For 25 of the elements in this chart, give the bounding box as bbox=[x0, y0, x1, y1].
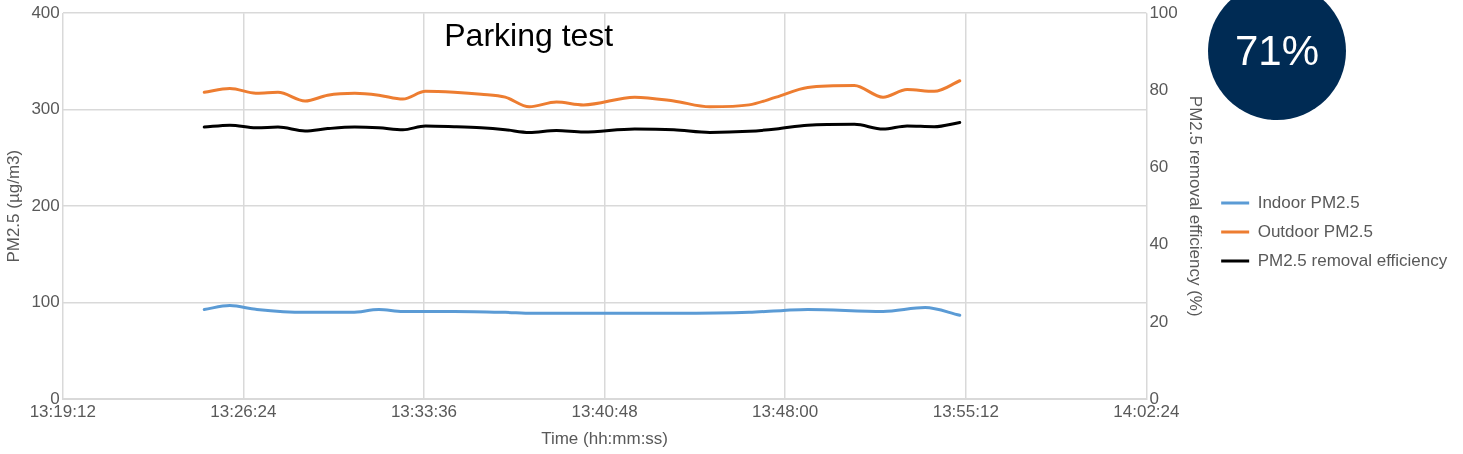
y-tick-label: 400 bbox=[31, 2, 60, 22]
y-axis-title: PM2.5 (µg/m3) bbox=[3, 149, 23, 263]
y2-tick-label: 60 bbox=[1149, 157, 1169, 177]
y2-tick-label: 80 bbox=[1149, 80, 1169, 100]
y-tick-label: 300 bbox=[31, 99, 60, 119]
x-tick-label: 13:26:24 bbox=[210, 402, 277, 422]
legend-label: Indoor PM2.5 bbox=[1257, 192, 1360, 212]
x-tick-label: 13:40:48 bbox=[571, 402, 638, 422]
circle-badge: 71% bbox=[1208, 0, 1346, 120]
legend-label: Outdoor PM2.5 bbox=[1257, 221, 1373, 241]
y-tick-label: 200 bbox=[31, 195, 60, 215]
y-tick-label: 100 bbox=[31, 292, 60, 312]
y2-tick-label: 40 bbox=[1149, 234, 1169, 254]
x-tick-label: 13:33:36 bbox=[390, 402, 458, 422]
line-series bbox=[202, 304, 962, 317]
x-axis-title: Time (hh:mm:ss) bbox=[541, 429, 669, 449]
chart-title: Parking test bbox=[444, 17, 614, 54]
line-series bbox=[202, 120, 962, 134]
x-tick-label: 13:48:00 bbox=[752, 402, 819, 422]
x-tick-label: 13:55:12 bbox=[932, 402, 999, 422]
y2-tick-label: 100 bbox=[1149, 2, 1178, 22]
y2-axis-title: PM2.5 removal efficiency (%) bbox=[1186, 95, 1206, 317]
line-series bbox=[202, 79, 962, 109]
legend-label: PM2.5 removal efficiency bbox=[1257, 250, 1448, 270]
y2-tick-label: 20 bbox=[1149, 311, 1169, 331]
